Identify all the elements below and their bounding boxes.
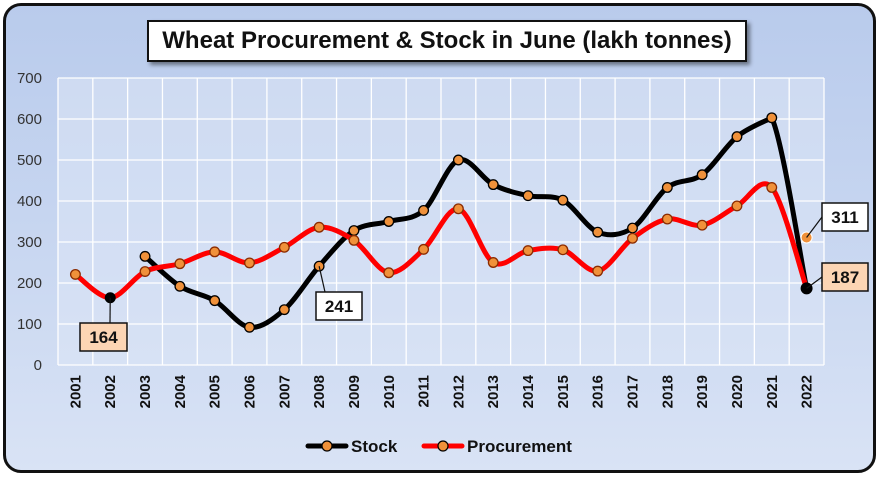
x-tick-label: 2004 [172, 374, 189, 408]
legend-label-stock: Stock [351, 437, 398, 456]
data-point-stock [418, 204, 430, 216]
x-tick-label: 2007 [276, 375, 293, 408]
x-tick-label: 2018 [659, 375, 676, 408]
callout-box [315, 291, 363, 321]
callout-leader [806, 216, 823, 238]
x-tick-label: 2019 [694, 375, 711, 408]
data-point-procurement [69, 268, 81, 280]
data-point-procurement [522, 245, 534, 257]
chart-title: Wheat Procurement & Stock in June (lakh … [162, 27, 732, 54]
callout-leader [318, 266, 326, 293]
data-point-procurement [766, 182, 778, 193]
data-point-stock [627, 222, 638, 234]
y-tick-label: 600 [17, 111, 42, 128]
data-point-stock [696, 169, 708, 181]
callout-box [821, 202, 869, 232]
data-point-stock [522, 190, 534, 202]
legend-marker-stock [321, 440, 333, 452]
x-tick-label: 2013 [485, 375, 502, 408]
data-point-procurement [557, 244, 569, 256]
data-point-procurement [209, 246, 221, 258]
data-point-procurement [244, 257, 255, 269]
data-point-procurement [592, 265, 604, 277]
callout-label: 164 [89, 328, 118, 347]
data-point-stock [487, 179, 499, 191]
data-point-procurement [418, 243, 430, 255]
y-tick-label: 300 [17, 234, 42, 251]
x-tick-label: 2003 [137, 375, 154, 408]
data-point-stock [557, 194, 569, 206]
data-point-stock [139, 250, 151, 262]
data-point-stock [209, 295, 221, 307]
data-point-procurement [278, 241, 290, 253]
data-point-procurement [139, 266, 151, 277]
x-tick-label: 2021 [764, 375, 781, 408]
data-point-procurement [696, 219, 708, 231]
data-point-procurement [383, 267, 395, 279]
y-tick-label: 700 [17, 70, 42, 87]
x-tick-label: 2017 [625, 375, 642, 408]
y-tick-label: 200 [17, 275, 42, 292]
data-point-procurement [627, 232, 638, 244]
data-point-stock [661, 182, 673, 193]
x-tick-label: 2006 [242, 375, 259, 408]
x-tick-label: 2020 [729, 375, 746, 408]
legend-label-procurement: Procurement [467, 437, 572, 456]
x-tick-label: 2011 [416, 375, 433, 408]
x-tick-label: 2001 [67, 375, 84, 408]
callout-label: 241 [325, 297, 353, 316]
data-point-procurement [661, 213, 673, 225]
callout-box [821, 262, 869, 292]
x-tick-label: 2015 [555, 375, 572, 408]
data-point-procurement [487, 257, 499, 268]
y-tick-label: 0 [34, 357, 42, 374]
data-point-stock [244, 321, 255, 333]
data-point-stock [174, 280, 186, 292]
data-point-procurement [452, 203, 464, 215]
data-point-stock [766, 112, 778, 124]
x-tick-label: 2009 [346, 375, 363, 408]
data-point-stock [348, 225, 360, 236]
data-point-stock [452, 154, 464, 166]
data-point-procurement [313, 221, 325, 233]
data-point-stock [731, 131, 743, 143]
x-tick-label: 2002 [102, 375, 119, 408]
y-tick-label: 400 [17, 193, 42, 210]
title-box: Wheat Procurement & Stock in June (lakh … [147, 20, 747, 62]
x-tick-label: 2022 [799, 375, 816, 408]
x-tick-label: 2008 [311, 375, 328, 408]
data-point-procurement [731, 200, 743, 212]
x-tick-label: 2010 [381, 375, 398, 408]
series-line-procurement [72, 181, 810, 301]
y-tick-label: 100 [17, 316, 42, 333]
callout-leader [806, 276, 823, 289]
x-tick-label: 2014 [520, 374, 537, 408]
x-tick-label: 2016 [590, 375, 607, 408]
data-point-stock [383, 216, 395, 227]
data-point-procurement [348, 234, 360, 246]
legend-marker-procurement [437, 440, 449, 452]
x-tick-label: 2005 [207, 375, 224, 408]
data-point-stock [592, 226, 604, 238]
x-tick-label: 2012 [450, 375, 467, 408]
y-tick-label: 500 [17, 152, 42, 169]
callout-label: 311 [831, 208, 858, 227]
data-point-stock [278, 304, 290, 316]
callout-box [79, 322, 128, 352]
data-point-procurement [174, 258, 186, 270]
callout-label: 187 [831, 268, 859, 287]
